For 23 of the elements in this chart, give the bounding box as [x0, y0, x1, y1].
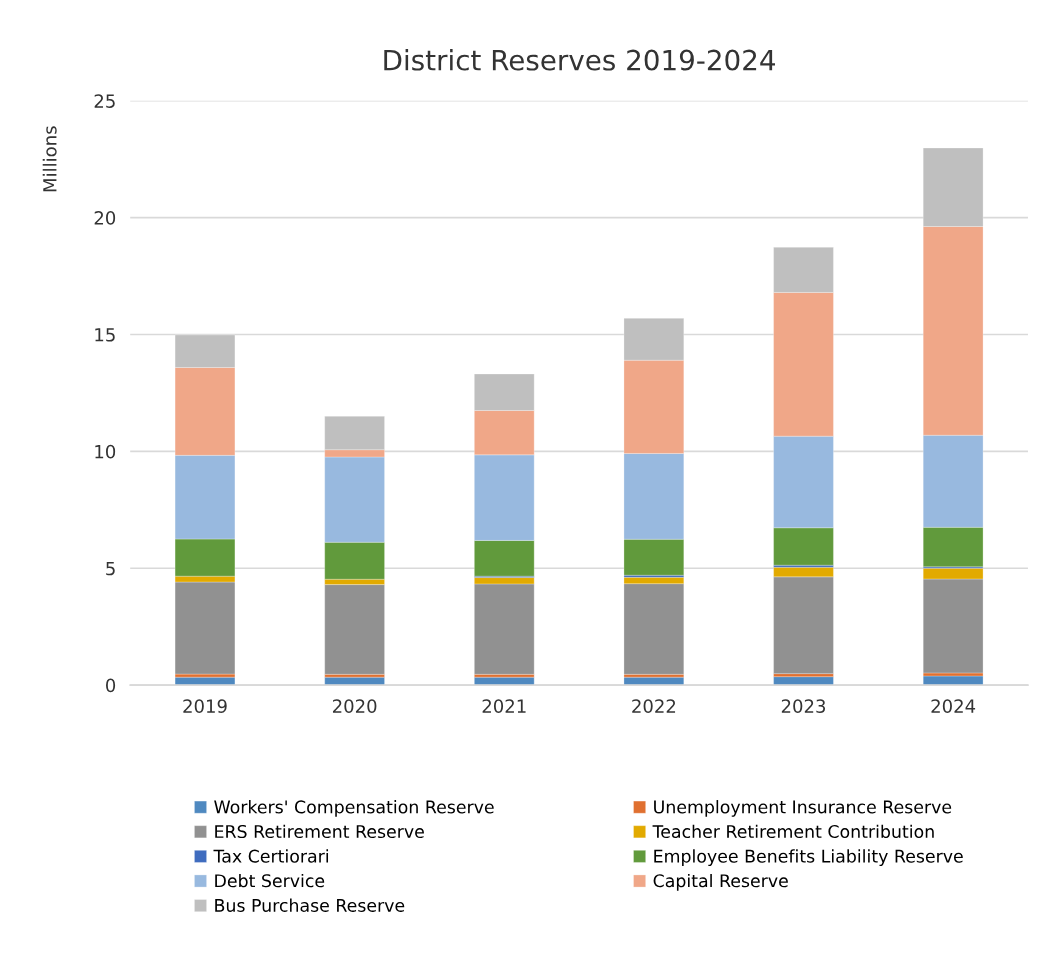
y-tick-label: 25	[94, 94, 115, 108]
x-tick-label: 2024	[931, 699, 976, 713]
legend-label: Teacher Retirement Contribution	[652, 824, 934, 839]
y-axis-title: Millions	[42, 126, 57, 192]
x-tick-label: 2022	[632, 699, 676, 713]
legend-label: Debt Service	[215, 873, 325, 888]
legend-label: Capital Reserve	[653, 873, 788, 891]
y-tick-label: 20	[94, 211, 116, 225]
y-tick-label: 15	[95, 328, 115, 342]
x-tick-label: 2019	[183, 699, 227, 713]
legend-label: Tax Certiorari	[213, 849, 329, 863]
x-tick-label: 2020	[332, 699, 377, 713]
legend-label: Employee Benefits Liability Reserve	[654, 849, 963, 867]
x-tick-label: 2023	[781, 699, 826, 713]
chart-title: District Reserves 2019-2024	[384, 49, 775, 71]
x-tick-label: 2021	[482, 699, 526, 713]
legend-label: ERS Retirement Reserve	[215, 824, 424, 839]
legend-label: Unemployment Insurance Reserve	[654, 800, 952, 817]
y-tick-label: 5	[106, 561, 115, 576]
legend-label: Workers' Compensation Reserve	[214, 800, 494, 817]
legend-label: Bus Purchase Reserve	[215, 898, 405, 912]
y-tick-label: 10	[95, 444, 116, 459]
y-tick-label: 0	[106, 678, 116, 693]
